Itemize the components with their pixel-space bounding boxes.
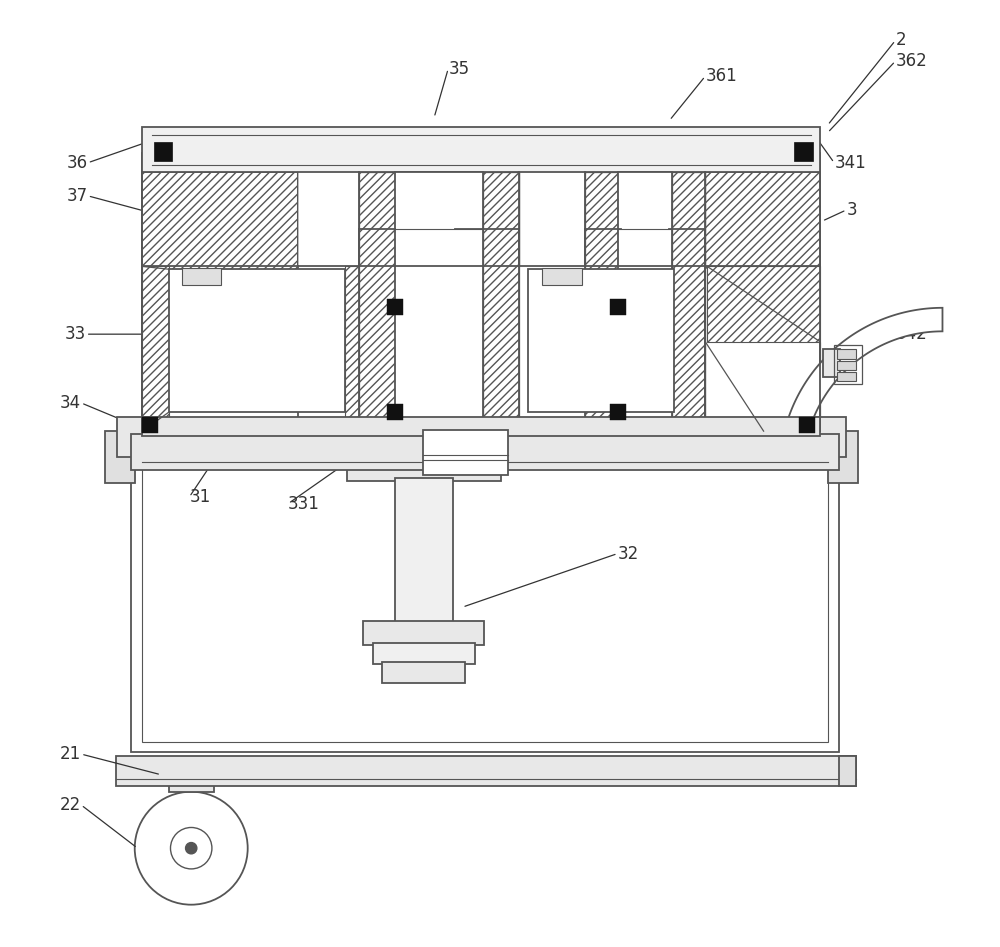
Bar (799, 417, 815, 433)
Text: 37: 37 (67, 187, 88, 205)
Polygon shape (345, 266, 359, 431)
Bar (828, 431, 858, 483)
Polygon shape (142, 172, 298, 342)
Text: 351: 351 (627, 434, 659, 452)
Circle shape (135, 792, 248, 904)
Bar (373, 643, 475, 664)
Bar (131, 434, 839, 470)
Bar (142, 153, 820, 431)
Circle shape (186, 843, 197, 854)
Polygon shape (839, 756, 856, 786)
Polygon shape (359, 172, 395, 431)
Polygon shape (585, 172, 705, 266)
Text: 331: 331 (288, 494, 320, 512)
Bar (387, 299, 403, 315)
Text: 361: 361 (705, 67, 737, 85)
Polygon shape (674, 266, 705, 431)
Bar (395, 172, 483, 431)
Text: 21: 21 (60, 745, 81, 763)
Bar (837, 349, 856, 359)
Bar (182, 268, 221, 285)
Text: 33: 33 (65, 325, 86, 343)
Text: 342: 342 (895, 325, 927, 343)
Bar (131, 430, 839, 752)
Bar (610, 299, 626, 315)
Text: 32: 32 (618, 545, 639, 563)
Text: 31: 31 (189, 488, 211, 506)
Bar (142, 417, 158, 433)
Bar (794, 142, 813, 161)
Polygon shape (142, 266, 169, 431)
Text: 35: 35 (448, 60, 469, 78)
Bar (382, 662, 465, 683)
Bar (610, 403, 626, 420)
Polygon shape (672, 172, 705, 431)
Polygon shape (142, 172, 298, 342)
Polygon shape (483, 172, 519, 431)
Text: 341: 341 (834, 153, 866, 171)
Text: 22: 22 (60, 795, 81, 813)
Polygon shape (707, 266, 820, 431)
Bar (142, 440, 828, 742)
Bar (116, 756, 856, 786)
Polygon shape (780, 308, 942, 462)
Bar (395, 478, 453, 624)
Bar (814, 417, 846, 456)
Bar (528, 269, 674, 412)
Bar (542, 268, 582, 285)
Text: 2: 2 (895, 31, 906, 49)
Bar (618, 172, 672, 431)
Polygon shape (705, 172, 820, 342)
Polygon shape (585, 172, 618, 431)
Bar (823, 349, 840, 378)
Bar (834, 345, 862, 384)
Text: 34: 34 (60, 394, 81, 412)
Bar (142, 127, 820, 172)
Bar (363, 621, 484, 645)
Bar (837, 361, 856, 370)
Circle shape (170, 828, 212, 869)
Text: 3: 3 (846, 201, 857, 219)
Bar (347, 460, 501, 481)
Bar (105, 431, 135, 483)
Bar (117, 417, 148, 456)
Bar (154, 142, 172, 161)
Text: 362: 362 (895, 52, 927, 70)
Polygon shape (359, 172, 519, 266)
Text: 36: 36 (67, 153, 88, 171)
Bar (169, 269, 345, 412)
Bar (169, 763, 214, 792)
Bar (387, 403, 403, 420)
Bar (423, 430, 508, 475)
Bar (837, 372, 856, 382)
Bar (142, 417, 820, 436)
